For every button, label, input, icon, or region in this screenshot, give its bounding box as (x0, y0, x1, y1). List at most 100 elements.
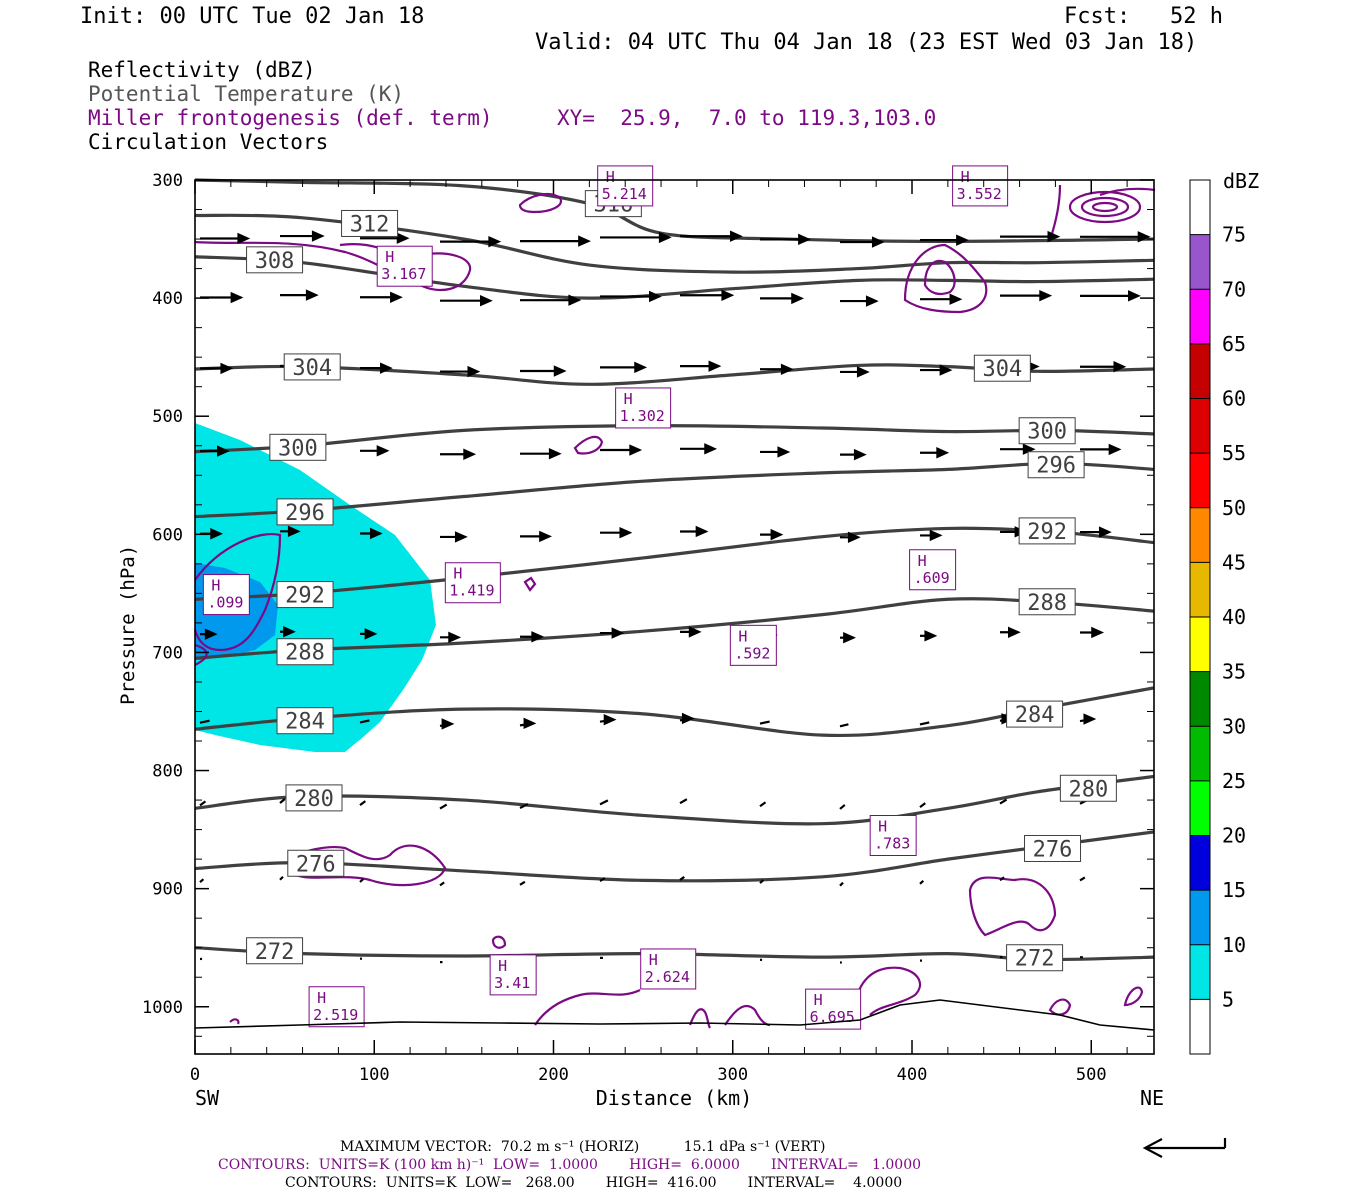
theta-label-box (1027, 451, 1085, 479)
vector-shaft (759, 879, 765, 884)
vector-head (305, 289, 319, 301)
theta-label-box (246, 937, 304, 965)
fronto-max-value: 3.552 (957, 185, 1002, 203)
y-axis-ticks: 300 400 500 600 700 800 900 1000 (142, 171, 1154, 1037)
theta-contour-info: CONTOURS: UNITS=K LOW= 268.00 HIGH= 416.… (285, 1175, 903, 1191)
fronto-max-value: 3.41 (494, 974, 530, 992)
fronto-max-marker: H (453, 565, 462, 583)
theta-contour-308 (194, 255, 1155, 300)
fronto-contour (688, 1008, 711, 1029)
vector-head (1137, 231, 1151, 243)
vector-head (548, 448, 562, 460)
colorbar-label: 50 (1222, 496, 1246, 520)
vector-head (704, 443, 718, 455)
theta-label-box (1024, 834, 1082, 862)
vector-head (1113, 361, 1127, 373)
vector-head (939, 364, 953, 376)
fronto-contour (853, 966, 922, 1016)
theta-label-box (285, 784, 343, 812)
vector-head (539, 530, 552, 543)
fronto-contour (1068, 190, 1142, 224)
x-tick-label: 500 (1076, 1065, 1107, 1085)
contour-labels: 2722762802842882922963003043083123162722… (246, 190, 1117, 972)
vector-head (1008, 626, 1021, 638)
fronto-max-box (308, 986, 365, 1028)
theta-label: 312 (350, 212, 390, 237)
theta-label: 308 (255, 249, 295, 274)
fronto-contour (1048, 184, 1156, 241)
x-tick-label: 0 (190, 1065, 200, 1085)
vector-head (220, 362, 234, 375)
fronto-max-value: .099 (207, 594, 243, 612)
vector-head (658, 231, 672, 244)
circulation-vectors (199, 230, 1151, 964)
theta-label: 296 (1036, 454, 1076, 479)
vector-head (611, 627, 625, 639)
theta-label: 304 (982, 357, 1022, 382)
colorbar-segment (1190, 999, 1210, 1054)
x-tick-label: 100 (359, 1065, 390, 1085)
theta-label: 292 (285, 584, 325, 609)
vector-shaft (199, 800, 207, 807)
vector-head (1047, 230, 1061, 243)
vector-head (311, 230, 325, 242)
theta-label-box (287, 849, 345, 877)
vector-head (695, 525, 709, 538)
vector-head (770, 528, 784, 541)
colorbar-segment (1190, 780, 1210, 836)
fronto-max-box (909, 549, 957, 591)
colorbar-label: 15 (1222, 878, 1246, 902)
vector-head (777, 446, 791, 458)
fronto-contour (1091, 201, 1119, 213)
fronto-max-marker: H (961, 168, 970, 186)
theta-contour-312 (194, 213, 1155, 274)
fronto-max-marker: H (814, 991, 823, 1009)
vector-head (1039, 289, 1053, 302)
vector-shaft (519, 803, 529, 810)
vector-shaft (839, 881, 844, 887)
fronto-contour (903, 243, 988, 314)
colorbar-label: 45 (1222, 550, 1246, 574)
vector-shaft (919, 880, 925, 885)
colorbar-label: 20 (1222, 824, 1246, 848)
theta-label-box (1018, 588, 1076, 616)
fronto-contour (288, 844, 447, 887)
vector-head (1108, 443, 1122, 456)
fronto-max-value: 2.624 (645, 968, 690, 986)
fronto-max-box (489, 954, 537, 996)
colorbar-segment (1190, 617, 1210, 672)
vector-head (480, 295, 493, 307)
vector-head (204, 628, 218, 640)
vector-head (1091, 626, 1105, 639)
colorbar-segment (1190, 343, 1210, 399)
theta-label-box (276, 498, 334, 526)
vector-shaft (679, 876, 685, 881)
fronto-contour (923, 259, 956, 296)
fronto-max-box (615, 387, 672, 429)
vector-shaft (359, 800, 367, 807)
colorbar-label: 55 (1222, 441, 1246, 465)
cross-section-endpoints: XY= 25.9, 7.0 to 119.3,103.0 (557, 106, 937, 130)
theta-contour-296 (194, 461, 1155, 519)
vector-head (376, 445, 390, 457)
colorbar-segment (1190, 890, 1210, 945)
fronto-max-value: 5.214 (602, 185, 647, 203)
theta-label: 304 (292, 356, 332, 381)
theta-label: 292 (1027, 520, 1067, 545)
colorbar: 75 70 65 60 55 50 45 40 35 30 25 20 15 10 5 (1189, 179, 1246, 1055)
vector-head (780, 363, 794, 375)
vector-head (369, 527, 383, 540)
vector-shaft (439, 803, 448, 810)
y-tick-label: 900 (152, 880, 183, 900)
vector-head (380, 362, 393, 374)
fronto-max-value: .783 (874, 835, 910, 853)
x-axis-ticks: 0 100 200 300 400 500 (190, 180, 1128, 1085)
theta-label-box (246, 246, 304, 274)
y-tick-label: 800 (152, 762, 183, 782)
fronto-max-box (729, 624, 777, 666)
fronto-max-marker: H (385, 248, 394, 266)
colorbar-label: 25 (1222, 769, 1246, 793)
fronto-max-box (202, 574, 250, 616)
vector-head (634, 361, 648, 374)
